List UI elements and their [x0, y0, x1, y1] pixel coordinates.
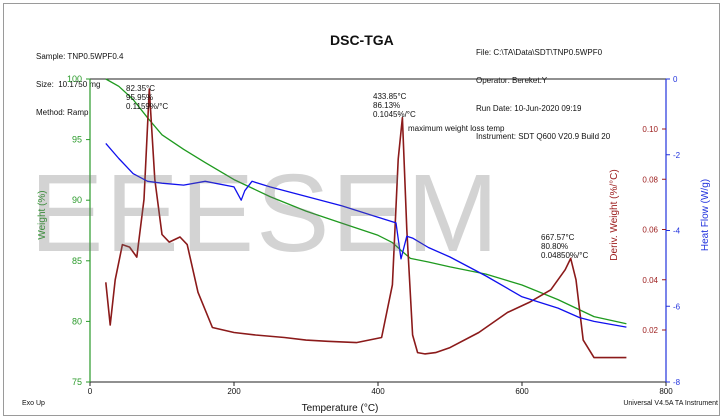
x-tick-label: 200: [227, 387, 241, 396]
x-axis-label: Temperature (°C): [302, 403, 379, 414]
deriv-curve: [105, 88, 627, 359]
deriv-tick-label: 0.04: [642, 276, 658, 285]
deriv-tick-label: 0.10: [642, 125, 658, 134]
run-date: Run Date: 10-Jun-2020 09:19: [476, 104, 582, 114]
file-path: File: C:\TA\Data\SDT\TNP0.5WPF0: [476, 47, 603, 57]
exo-up-label: Exo Up: [22, 400, 45, 407]
heat-tick-label: -8: [673, 378, 681, 387]
curves-layer: [105, 78, 627, 359]
peak2-temp: 433.85°C: [373, 92, 407, 101]
peak3-temp: 667.57°C: [541, 233, 575, 242]
max-loss-note: maximum weight loss temp: [408, 124, 505, 133]
x-tick-label: 800: [659, 387, 673, 396]
plot-area: [89, 78, 667, 383]
weight-tick-label: 80: [72, 316, 82, 326]
peak2-deriv: 0.1045%/°C: [373, 110, 416, 119]
chart-title: DSC-TGA: [330, 32, 394, 48]
heat-axis-label: Heat Flow (W/g): [700, 179, 711, 251]
weight-tick-label: 90: [72, 195, 82, 205]
sample-info: Sample: TNP0.5WPF0.4 Size: 10.1750 mg Me…: [36, 33, 123, 127]
labels-layer: Temperature (°C) Weight (%) Deriv. Weigh…: [22, 84, 718, 414]
weight-tick-label: 100: [67, 74, 82, 84]
weight-tick-label: 95: [72, 135, 82, 145]
sample-method: Method: Ramp: [36, 108, 89, 118]
deriv-tick-label: 0.06: [642, 226, 658, 235]
x-tick-label: 400: [371, 387, 385, 396]
heat-tick-label: -6: [673, 302, 681, 311]
operator: Operator: Bereket.Y: [476, 76, 548, 86]
deriv-axis-label: Deriv. Weight (%/°C): [609, 169, 620, 260]
peak2-weight: 86.13%: [373, 101, 400, 110]
heat-tick-label: -2: [673, 151, 681, 160]
weight-tick-label: 75: [72, 377, 82, 387]
instrument: Instrument: SDT Q600 V20.9 Build 20: [476, 132, 611, 142]
run-info: File: C:\TA\Data\SDT\TNP0.5WPF0 Operator…: [476, 29, 610, 151]
software-version: Universal V4.5A TA Instrument: [623, 400, 718, 407]
deriv-tick-label: 0.08: [642, 175, 658, 184]
peak1-weight: 95.95%: [126, 93, 153, 102]
weight-tick-label: 85: [72, 256, 82, 266]
heat-tick-label: -4: [673, 227, 681, 236]
peak1-temp: 82.35°C: [126, 84, 155, 93]
sample-size: Size: 10.1750 mg: [36, 80, 101, 90]
heat-curve: [105, 142, 627, 328]
heat-tick-label: 0: [673, 75, 678, 84]
sample-name: Sample: TNP0.5WPF0.4: [36, 51, 124, 61]
deriv-tick-label: 0.02: [642, 326, 658, 335]
axes-layer: 0 200 400 600 800 75 80 85 90 95 100 0.02 0.04 0.06 0.…: [67, 74, 681, 396]
chart-frame: [3, 3, 720, 416]
peak3-deriv: 0.04850%/°C: [541, 251, 588, 260]
peak3-weight: 80.80%: [541, 242, 568, 251]
weight-axis-label: Weight (%): [37, 190, 48, 239]
peak1-deriv: 0.1159%/°C: [126, 102, 168, 111]
x-tick-label: 600: [515, 387, 529, 396]
weight-curve: [105, 78, 627, 325]
x-tick-label: 0: [88, 387, 93, 396]
